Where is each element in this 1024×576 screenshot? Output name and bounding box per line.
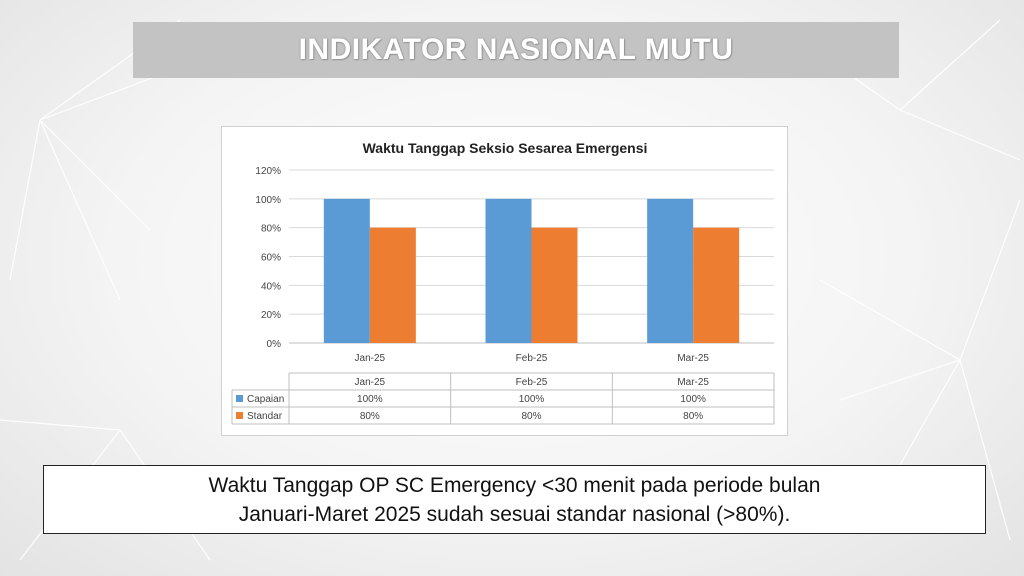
table-value-cell: 80% xyxy=(683,411,703,422)
y-tick-label: 60% xyxy=(261,253,281,264)
table-value-cell: 80% xyxy=(360,411,380,422)
table-header-cell: Mar-25 xyxy=(677,377,709,388)
y-tick-label: 40% xyxy=(261,281,281,292)
bar-capaian-jan-25 xyxy=(323,198,370,343)
table-value-cell: 100% xyxy=(680,394,706,405)
table-value-cell: 100% xyxy=(357,394,383,405)
x-tick-label: Feb-25 xyxy=(516,353,548,364)
chart-title: Waktu Tanggap Seksio Sesarea Emergensi xyxy=(363,140,648,156)
bar-standar-mar-25 xyxy=(693,227,740,343)
x-tick-label: Jan-25 xyxy=(355,353,386,364)
y-tick-label: 0% xyxy=(267,339,282,350)
summary-line-2: Januari-Maret 2025 sudah sesuai standar … xyxy=(238,502,791,526)
bar-standar-jan-25 xyxy=(369,227,416,343)
legend-swatch-standar xyxy=(236,412,243,419)
y-tick-label: 80% xyxy=(261,224,281,235)
y-tick-label: 120% xyxy=(255,166,281,177)
slide-title: INDIKATOR NASIONAL MUTU xyxy=(298,33,734,66)
bar-capaian-feb-25 xyxy=(485,198,532,343)
table-value-cell: 80% xyxy=(521,411,541,422)
summary-note: Waktu Tanggap OP SC Emergency <30 menit … xyxy=(43,465,986,534)
title-banner: INDIKATOR NASIONAL MUTU xyxy=(133,22,899,78)
y-tick-label: 100% xyxy=(255,195,281,206)
bar-standar-feb-25 xyxy=(531,227,578,343)
legend-swatch-capaian xyxy=(236,395,243,402)
x-tick-label: Mar-25 xyxy=(677,353,709,364)
legend-label-capaian: Capaian xyxy=(247,394,284,405)
table-header-cell: Feb-25 xyxy=(516,377,548,388)
table-header-cell: Jan-25 xyxy=(355,377,386,388)
summary-line-1: Waktu Tanggap OP SC Emergency <30 menit … xyxy=(208,473,821,497)
table-value-cell: 100% xyxy=(519,394,545,405)
bar-capaian-mar-25 xyxy=(647,198,694,343)
bar-chart: Waktu Tanggap Seksio Sesarea Emergensi 0… xyxy=(231,140,775,425)
y-tick-label: 20% xyxy=(261,310,281,321)
legend-label-standar: Standar xyxy=(247,411,283,422)
chart-panel: Waktu Tanggap Seksio Sesarea Emergensi 0… xyxy=(221,126,788,436)
